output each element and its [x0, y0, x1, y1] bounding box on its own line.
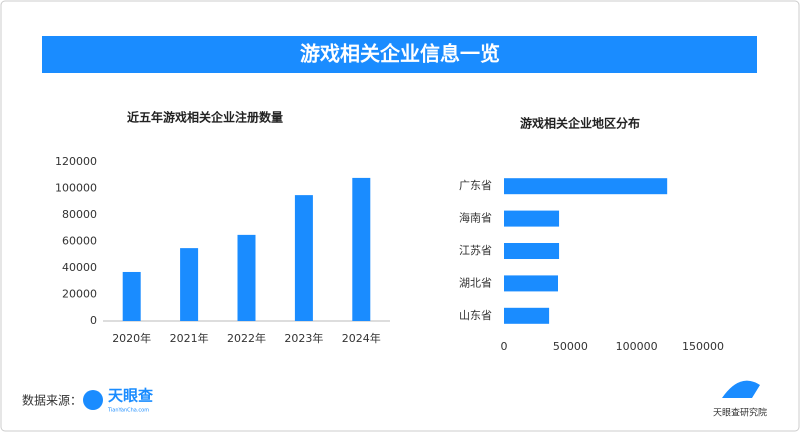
- bar: [504, 243, 560, 259]
- bar: [504, 275, 558, 292]
- y-tick-label: 100000: [55, 182, 97, 195]
- x-tick-label: 2023年: [284, 331, 323, 345]
- x-tick-label: 2020年: [112, 331, 151, 345]
- y-tick-label: 80000: [62, 208, 97, 221]
- y-tick-label: 江苏省: [459, 244, 492, 257]
- bar: [294, 195, 313, 321]
- x-tick-label: 2022年: [227, 331, 266, 345]
- x-tick-label: 50000: [553, 340, 588, 353]
- y-tick-label: 山东省: [459, 309, 492, 322]
- x-tick-label: 2024年: [342, 331, 381, 345]
- y-tick-label: 60000: [62, 235, 97, 248]
- brand: 天眼查研究院: [713, 407, 767, 419]
- y-tick-label: 20000: [62, 288, 97, 301]
- title-banner: [42, 36, 757, 73]
- y-tick-label: 40000: [62, 261, 97, 274]
- y-tick-label: 0: [90, 314, 97, 327]
- bar: [504, 307, 550, 324]
- source-label: 数据来源：: [22, 393, 82, 408]
- y-tick-label: 海南省: [459, 211, 492, 225]
- source-logo-sub: TianYanCha.com: [107, 408, 149, 414]
- bar: [180, 248, 199, 321]
- bar: [504, 178, 668, 195]
- logo-icon: [83, 390, 103, 410]
- x-tick-label: 2021年: [170, 331, 209, 345]
- bar: [352, 177, 371, 321]
- bar: [504, 210, 560, 227]
- chart-title: 近五年游戏相关企业注册数量: [127, 110, 283, 125]
- chart-title: 游戏相关企业地区分布: [520, 116, 640, 131]
- x-tick-label: 100000: [616, 340, 658, 353]
- page-title: 游戏相关企业信息一览: [300, 42, 500, 66]
- bar: [237, 234, 256, 321]
- bar: [122, 271, 141, 321]
- y-tick-label: 120000: [55, 155, 97, 168]
- x-tick-label: 150000: [682, 340, 724, 353]
- x-tick-label: 0: [501, 340, 508, 353]
- brand-icon: [722, 380, 760, 398]
- y-tick-label: 广东省: [459, 179, 492, 192]
- source-logo: 天眼查: [108, 387, 154, 405]
- y-tick-label: 湖北省: [459, 276, 492, 289]
